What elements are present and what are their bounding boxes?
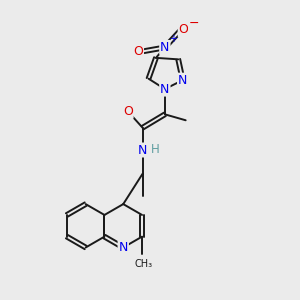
Text: N: N (118, 241, 128, 254)
Text: N: N (160, 82, 170, 96)
Text: H: H (151, 143, 159, 156)
Text: N: N (138, 143, 147, 157)
Text: O: O (123, 105, 133, 118)
Text: O: O (133, 45, 143, 58)
Text: O: O (178, 23, 188, 36)
Text: +: + (169, 34, 177, 44)
Text: N: N (178, 74, 188, 87)
Text: CH₃: CH₃ (134, 259, 153, 269)
Text: −: − (188, 17, 199, 30)
Text: N: N (160, 41, 170, 54)
